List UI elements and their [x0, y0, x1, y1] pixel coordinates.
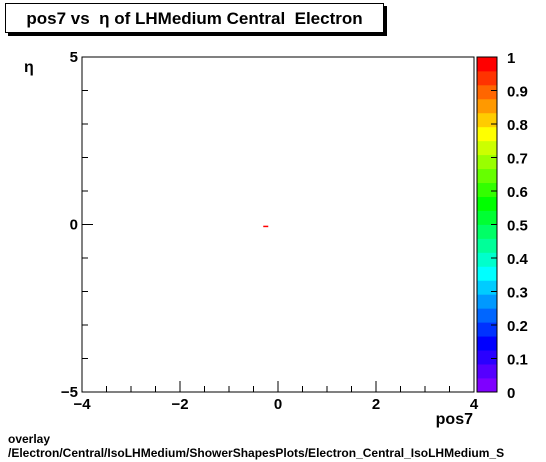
- palette-swatch: [477, 154, 497, 170]
- palette-swatch: [477, 112, 497, 128]
- palette-swatch: [477, 84, 497, 100]
- x-tick-label: 4: [470, 396, 479, 413]
- x-tick-label: 2: [372, 396, 380, 413]
- palette-tick-label: 1: [507, 50, 515, 67]
- y-tick-label: 0: [70, 217, 78, 234]
- palette-swatch: [477, 266, 497, 281]
- palette-swatch: [477, 196, 497, 211]
- x-tick-label: −2: [171, 396, 188, 413]
- palette-tick-label: 0.2: [507, 318, 528, 335]
- palette-swatch: [477, 336, 497, 351]
- title-box: pos7 vs η of LHMedium Central Electron: [5, 3, 384, 33]
- palette-swatch: [477, 224, 497, 239]
- footer-line-2: /Electron/Central/IsoLHMedium/ShowerShap…: [8, 446, 505, 460]
- footer-line-1: overlay: [8, 432, 51, 446]
- palette-tick-label: 0.6: [507, 184, 528, 201]
- palette-swatch: [477, 378, 497, 393]
- palette-swatch: [477, 280, 497, 295]
- palette-tick-label: 0.9: [507, 84, 528, 101]
- palette-swatch: [477, 98, 497, 114]
- palette-swatch: [477, 294, 497, 309]
- palette-swatch: [477, 57, 497, 72]
- x-tick-label: 0: [274, 396, 282, 413]
- palette-swatch: [477, 308, 497, 323]
- palette-tick-label: 0: [507, 385, 515, 402]
- palette-swatch: [477, 252, 497, 267]
- palette-swatch: [477, 350, 497, 365]
- plot-frame: [81, 56, 475, 393]
- palette-tick-label: 0.3: [507, 285, 528, 302]
- x-tick-label: −4: [73, 396, 91, 413]
- palette-swatch: [477, 322, 497, 337]
- x-axis-title: pos7: [436, 411, 473, 428]
- chart-title: pos7 vs η of LHMedium Central Electron: [26, 9, 363, 28]
- palette-swatch: [477, 70, 497, 86]
- palette-swatch: [477, 210, 497, 225]
- palette-tick-label: 0.8: [507, 117, 528, 134]
- palette-tick-label: 0.7: [507, 151, 528, 168]
- palette-tick-label: 0.4: [507, 251, 529, 268]
- palette-swatch: [477, 182, 497, 197]
- palette-tick-label: 0.1: [507, 352, 528, 369]
- palette-swatch: [477, 364, 497, 379]
- y-tick-label: 5: [70, 49, 78, 66]
- heatmap-cell: [263, 225, 269, 228]
- y-tick-label: −5: [61, 384, 78, 401]
- palette-swatch: [477, 126, 497, 142]
- palette-swatch: [477, 168, 497, 184]
- palette-swatch: [477, 140, 497, 156]
- y-axis-title: η: [24, 59, 34, 76]
- palette-tick-label: 0.5: [507, 218, 528, 235]
- palette-swatch: [477, 238, 497, 253]
